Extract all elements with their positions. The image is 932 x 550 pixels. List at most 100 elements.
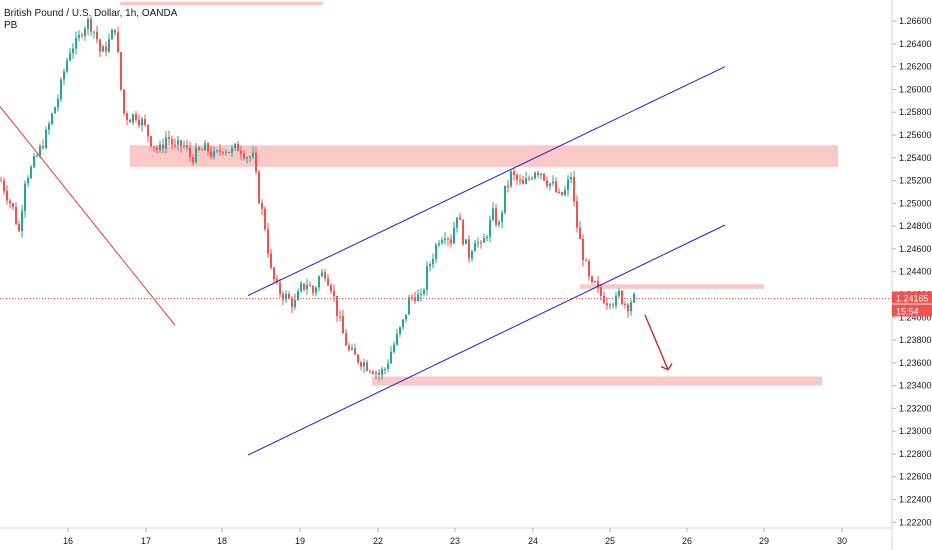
candle-body bbox=[615, 295, 617, 306]
y-tick-label: 1.24800 bbox=[899, 221, 932, 231]
candle-body bbox=[456, 217, 458, 228]
candle-body bbox=[192, 156, 194, 163]
candle-body bbox=[288, 294, 290, 299]
candle-body bbox=[588, 260, 590, 277]
candle-body bbox=[300, 283, 302, 292]
candle-body bbox=[393, 344, 395, 352]
candle-body bbox=[144, 119, 146, 125]
y-tick-label: 1.23600 bbox=[899, 358, 932, 368]
candle-body bbox=[522, 179, 524, 184]
candle-body bbox=[477, 242, 479, 244]
arrow-shaft bbox=[644, 314, 669, 370]
candle-body bbox=[501, 212, 503, 223]
candle-body bbox=[453, 227, 455, 244]
candle-body bbox=[24, 183, 26, 212]
candle-body bbox=[108, 39, 110, 52]
candle-body bbox=[63, 71, 65, 80]
y-tick-label: 1.25600 bbox=[899, 130, 932, 140]
arrow-head bbox=[660, 363, 673, 371]
candle-body bbox=[276, 279, 278, 283]
candle-body bbox=[585, 260, 587, 262]
y-tick-label: 1.23800 bbox=[899, 335, 932, 345]
candle-body bbox=[429, 264, 431, 267]
x-tick-label: 19 bbox=[295, 536, 305, 546]
candle-body bbox=[510, 171, 512, 186]
y-axis: 1.26600 1.26400 1.26200 1.26000 1.25800 1.256… bbox=[891, 0, 932, 550]
candle-body bbox=[303, 283, 305, 290]
candle-body bbox=[597, 281, 599, 288]
channel-lower-line bbox=[247, 224, 726, 456]
candle-body bbox=[234, 143, 236, 149]
y-tick-label: 1.25400 bbox=[899, 153, 932, 163]
price-tag-bg bbox=[892, 291, 932, 304]
candle-body bbox=[396, 333, 398, 345]
candle-body bbox=[48, 123, 50, 130]
candle-body bbox=[81, 34, 83, 37]
candle-body bbox=[375, 372, 377, 374]
candle-body bbox=[123, 89, 125, 114]
candle-body bbox=[513, 171, 515, 175]
candle-body bbox=[567, 179, 569, 191]
candle-body bbox=[405, 314, 407, 320]
candle-body bbox=[534, 172, 536, 179]
candle-body bbox=[423, 289, 425, 294]
candle-body bbox=[315, 287, 317, 293]
candle-body bbox=[291, 298, 293, 307]
candle-body bbox=[45, 129, 47, 149]
y-tick-label: 1.26600 bbox=[899, 16, 932, 26]
candle-body bbox=[339, 316, 341, 318]
candle-body bbox=[420, 293, 422, 295]
candle-body bbox=[444, 238, 446, 241]
candle-body bbox=[117, 32, 119, 53]
candle-body bbox=[519, 179, 521, 181]
y-tick-label: 1.26400 bbox=[899, 39, 932, 49]
candle-body bbox=[360, 362, 362, 367]
x-tick-label: 23 bbox=[450, 536, 460, 546]
candle-body bbox=[213, 151, 215, 157]
candle-body bbox=[39, 145, 41, 156]
candle-body bbox=[489, 219, 491, 237]
candle-body bbox=[399, 327, 401, 334]
candle-body bbox=[231, 148, 233, 153]
candle-body bbox=[357, 354, 359, 363]
candle-body bbox=[606, 303, 608, 306]
candle-body bbox=[198, 147, 200, 150]
candle-body bbox=[546, 180, 548, 187]
candle-body bbox=[549, 183, 551, 187]
candle-body bbox=[504, 185, 506, 213]
candle-body bbox=[66, 60, 68, 72]
candle-body bbox=[210, 151, 212, 157]
symbol-title: British Pound / U.S. Dollar, 1h, OANDA bbox=[4, 8, 178, 19]
candle-body bbox=[99, 39, 101, 52]
candle-body bbox=[285, 294, 287, 300]
candle-body bbox=[9, 200, 11, 204]
channel-upper-line bbox=[247, 66, 726, 297]
price-tag: 1.24165 15:54 bbox=[892, 291, 932, 317]
candle-body bbox=[126, 113, 128, 120]
candle-body bbox=[15, 206, 17, 225]
candle-body bbox=[591, 276, 593, 283]
candle-body bbox=[612, 304, 614, 306]
candle-body bbox=[480, 242, 482, 244]
candle-body bbox=[30, 166, 32, 178]
candle-body bbox=[363, 362, 365, 367]
y-tick-label: 1.24400 bbox=[899, 267, 932, 277]
candle-body bbox=[462, 219, 464, 245]
candle-body bbox=[384, 369, 386, 371]
candle-body bbox=[105, 46, 107, 52]
candle-body bbox=[207, 143, 209, 152]
candle-body bbox=[447, 238, 449, 240]
candle-body bbox=[492, 208, 494, 220]
candle-body bbox=[537, 172, 539, 175]
y-tick-label: 1.24600 bbox=[899, 244, 932, 254]
candle-body bbox=[174, 144, 176, 146]
candle-body bbox=[417, 294, 419, 302]
candle-body bbox=[543, 173, 545, 181]
candle-body bbox=[255, 152, 257, 172]
candle-body bbox=[387, 363, 389, 370]
candle-body bbox=[411, 297, 413, 299]
y-tick-label: 1.22400 bbox=[899, 495, 932, 505]
candle-body bbox=[69, 53, 71, 61]
